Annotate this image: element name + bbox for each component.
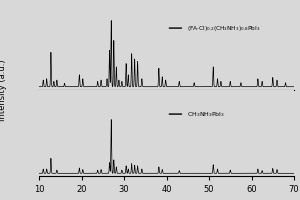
Text: Intensity (a.u.): Intensity (a.u.): [0, 59, 8, 121]
Text: CH$_3$NH$_3$PbI$_3$: CH$_3$NH$_3$PbI$_3$: [187, 110, 225, 119]
Text: (FA·Cl)$_{0.2}$(CH$_3$NH$_3$)$_{0.8}$PbI$_3$: (FA·Cl)$_{0.2}$(CH$_3$NH$_3$)$_{0.8}$PbI…: [187, 24, 260, 33]
